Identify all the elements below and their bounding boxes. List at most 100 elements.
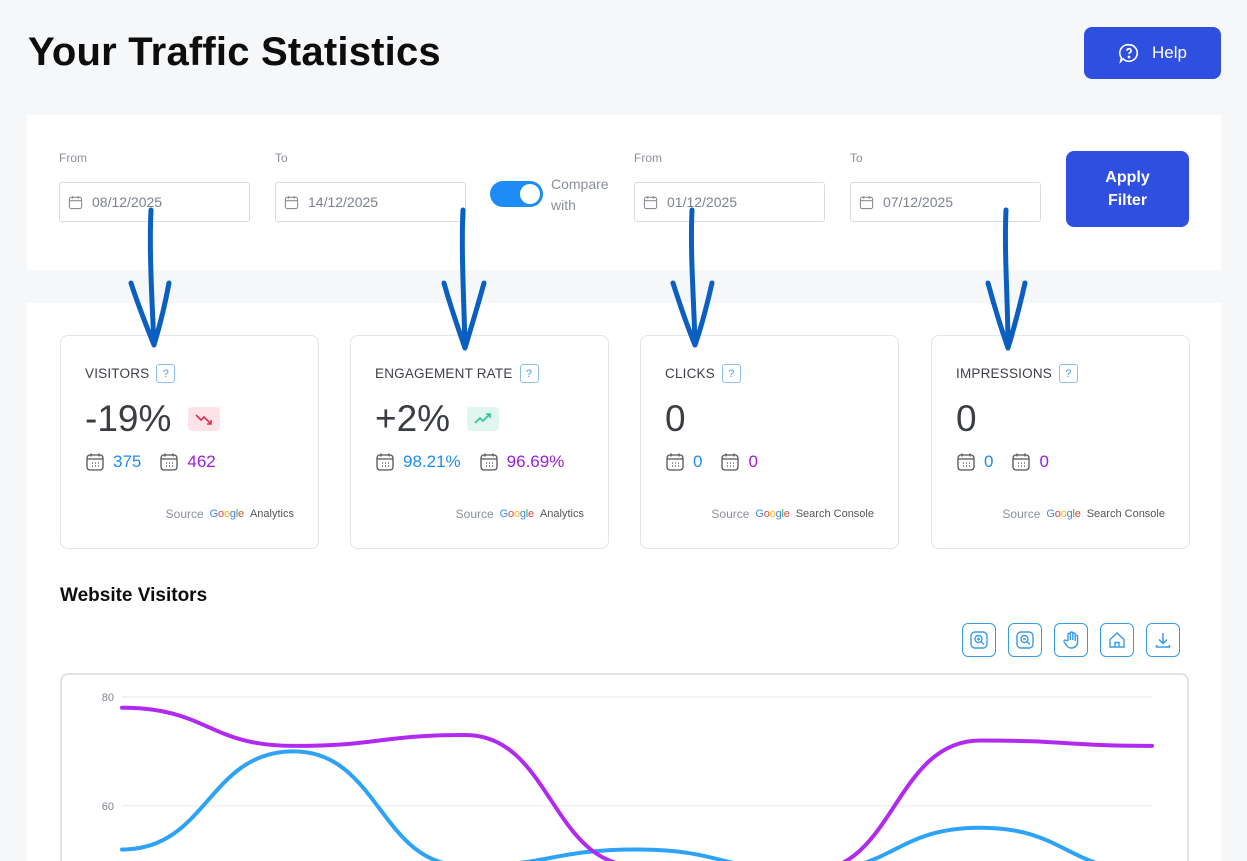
apply-label-line1: Apply [1105, 169, 1150, 186]
card-title: VISITORS ? [85, 364, 176, 383]
help-label: Help [1152, 43, 1187, 62]
source-label: Source [711, 507, 750, 521]
source-product: Analytics [249, 508, 294, 520]
info-icon[interactable]: ? [721, 364, 741, 383]
source-attribution: Source Google Search Console [1002, 507, 1165, 521]
download-icon [1155, 633, 1171, 648]
info-icon[interactable]: ? [156, 364, 176, 383]
zoom-out-button[interactable] [1008, 623, 1042, 657]
trend-down-badge [188, 407, 221, 431]
current-value: 0 [693, 452, 703, 471]
compare-to-date-value: 07/12/2025 [883, 194, 954, 210]
compare-from-label: From [634, 151, 662, 165]
compare-row: 0 0 [665, 452, 758, 472]
calendar-icon [86, 453, 104, 471]
google-logo: Google [499, 508, 534, 520]
home-icon [1109, 632, 1125, 648]
compare-label: Compare with [551, 176, 609, 213]
source-product: Search Console [795, 508, 874, 520]
card-value-text: -19% [85, 398, 172, 439]
calendar-icon [284, 195, 299, 209]
help-icon [1119, 43, 1139, 64]
compare-row: 375 462 [85, 452, 216, 472]
chart-canvas: 80 60 [102, 692, 1154, 861]
stats-panel: VISITORS ? -19% 375 462 Source Google An… [27, 303, 1221, 861]
download-button[interactable] [1146, 623, 1180, 657]
info-icon[interactable]: ? [1058, 364, 1078, 383]
from-label: From [59, 151, 87, 165]
date-filter-panel: From 08/12/2025 To 14/12/2025 Compare wi… [27, 115, 1221, 270]
card-value: 0 [956, 398, 977, 440]
from-date-value: 08/12/2025 [92, 194, 163, 210]
google-logo: Google [1046, 508, 1081, 520]
card-value: 0 [665, 398, 686, 440]
previous-value: 462 [187, 452, 216, 471]
previous-value: 0 [1039, 452, 1049, 471]
current-value: 98.21% [403, 452, 461, 471]
apply-label-line2: Filter [1107, 192, 1148, 209]
compare-row: 0 0 [956, 452, 1049, 472]
compare-to-date-input[interactable]: 07/12/2025 [850, 182, 1041, 222]
google-logo: Google [209, 508, 244, 520]
zoom-in-button[interactable] [962, 623, 996, 657]
pan-icon [1063, 631, 1079, 649]
current-value: 0 [984, 452, 994, 471]
chart-section-title: Website Visitors [60, 585, 208, 606]
compare-toggle[interactable] [490, 181, 543, 207]
source-label: Source [455, 507, 494, 521]
previous-value: 96.69% [506, 452, 565, 471]
help-button[interactable]: Help [1084, 27, 1221, 79]
card-value-text: 0 [665, 398, 686, 439]
calendar-icon [1012, 453, 1031, 471]
trend-up-icon [474, 413, 491, 424]
impressions-card: IMPRESSIONS ? 0 0 0 Source Google Search… [931, 335, 1190, 549]
source-product: Search Console [1086, 508, 1165, 520]
current-value: 375 [113, 452, 142, 471]
series-line [120, 705, 1154, 861]
visitors-card: VISITORS ? -19% 375 462 Source Google An… [60, 335, 319, 549]
reset-zoom-button[interactable] [1100, 623, 1134, 657]
series-line [120, 749, 1097, 861]
card-value-text: 0 [956, 398, 977, 439]
to-date-value: 14/12/2025 [308, 194, 379, 210]
card-title-text: ENGAGEMENT RATE [375, 366, 513, 381]
clicks-card: CLICKS ? 0 0 0 Source Google Search Cons… [640, 335, 899, 549]
to-date-input[interactable]: 14/12/2025 [275, 182, 466, 222]
source-attribution: Source Google Analytics [456, 507, 584, 521]
calendar-icon [160, 453, 179, 471]
card-value: +2% [375, 398, 500, 440]
apply-filter-button[interactable]: Apply Filter [1066, 151, 1189, 227]
source-attribution: Source Google Analytics [166, 507, 294, 521]
calendar-icon [957, 453, 975, 471]
page-title: Your Traffic Statistics [28, 30, 441, 74]
card-title: ENGAGEMENT RATE ? [375, 364, 539, 383]
source-label: Source [1002, 507, 1041, 521]
calendar-icon [68, 195, 83, 209]
source-product: Analytics [539, 508, 584, 520]
toggle-knob [520, 184, 540, 204]
y-tick-label: 80 [102, 692, 114, 704]
trend-up-badge [467, 407, 500, 431]
calendar-icon [721, 453, 740, 471]
calendar-icon [480, 453, 498, 471]
info-icon[interactable]: ? [519, 364, 539, 383]
compare-from-date-value: 01/12/2025 [667, 194, 738, 210]
card-title-text: VISITORS [85, 366, 150, 381]
card-title-text: IMPRESSIONS [956, 366, 1052, 381]
calendar-icon [859, 195, 874, 209]
y-tick-label: 60 [102, 801, 114, 813]
google-logo: Google [755, 508, 790, 520]
pan-button[interactable] [1054, 623, 1088, 657]
compare-from-date-input[interactable]: 01/12/2025 [634, 182, 825, 222]
zoom-out-icon [1016, 631, 1034, 649]
card-title: CLICKS ? [665, 364, 741, 383]
card-title: IMPRESSIONS ? [956, 364, 1078, 383]
source-attribution: Source Google Search Console [711, 507, 874, 521]
card-title-text: CLICKS [665, 366, 715, 381]
to-label: To [275, 151, 288, 165]
website-visitors-chart: 80 60 [60, 673, 1189, 861]
calendar-icon [376, 453, 394, 471]
from-date-input[interactable]: 08/12/2025 [59, 182, 250, 222]
calendar-icon [643, 195, 658, 209]
calendar-icon [666, 453, 684, 471]
